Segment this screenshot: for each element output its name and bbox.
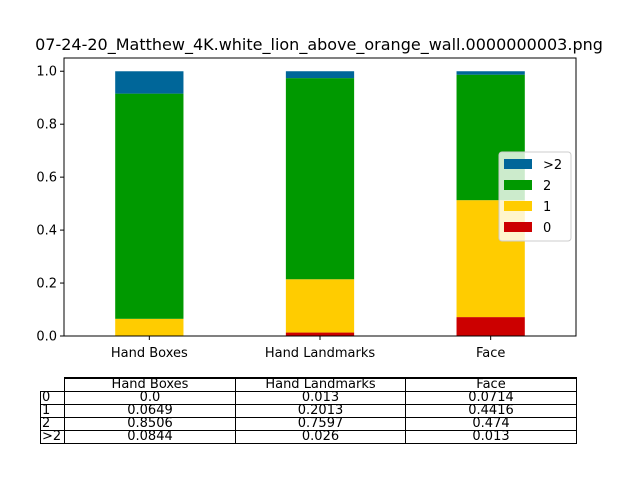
table-cell: 0.013	[235, 391, 406, 405]
bar-segment	[115, 71, 184, 94]
legend-label: 1	[543, 200, 551, 215]
legend-label: 2	[543, 179, 551, 194]
table-row-label: 2	[40, 417, 65, 431]
x-tick-label: Face	[476, 346, 505, 361]
x-tick-label: Hand Landmarks	[265, 346, 376, 361]
stacked-bar-chart: 07-24-20_Matthew_4K.white_lion_above_ora…	[35, 35, 603, 361]
table-cell: 0.013	[405, 430, 577, 444]
y-tick-label: 0.6	[36, 171, 57, 186]
legend: >2 2 1 0	[498, 151, 572, 242]
table-row-label: 1	[40, 404, 65, 418]
legend-swatch	[504, 201, 532, 211]
y-tick-label: 0.0	[36, 330, 57, 345]
table-col-header: Face	[405, 377, 577, 392]
bar-segment	[456, 317, 525, 336]
y-tick-label: 0.8	[36, 118, 57, 133]
table-corner	[41, 378, 65, 392]
data-table: Hand Boxes Hand Landmarks Face 0 0.0 0.0…	[40, 377, 577, 444]
table-row-label: 0	[40, 391, 65, 405]
table-cell: 0.0649	[64, 404, 236, 418]
legend-swatch	[504, 159, 532, 169]
bar-segment	[285, 71, 355, 79]
y-tick-label: 0.2	[36, 277, 57, 292]
table-row: 1 0.0649 0.2013 0.4416	[40, 404, 577, 418]
table-cell: 0.474	[405, 417, 577, 431]
legend-label: >2	[543, 158, 562, 173]
table-col-header: Hand Landmarks	[235, 377, 406, 392]
legend-label: 0	[543, 221, 551, 236]
table-row: 2 0.8506 0.7597 0.474	[40, 417, 577, 431]
legend-swatch	[504, 222, 532, 232]
table-header-row: Hand Boxes Hand Landmarks Face	[41, 377, 577, 392]
bars-layer	[115, 71, 525, 336]
y-axis: 0.0 0.2 0.4 0.6 0.8 1.0	[36, 65, 64, 345]
bar-segment	[285, 332, 355, 336]
x-tick-label: Hand Boxes	[111, 346, 188, 361]
table-cell: 0.7597	[235, 417, 406, 431]
table-cell: 0.8506	[64, 417, 236, 431]
table-cell: 0.0844	[64, 430, 236, 444]
table-cell: 0.026	[235, 430, 406, 444]
bar-segment	[456, 71, 525, 75]
table-row: >2 0.0844 0.026 0.013	[40, 430, 577, 444]
chart-title: 07-24-20_Matthew_4K.white_lion_above_ora…	[35, 35, 603, 55]
table-cell: 0.0714	[405, 391, 577, 405]
y-tick-label: 1.0	[36, 65, 57, 80]
x-axis: Hand Boxes Hand Landmarks Face	[111, 336, 505, 361]
table-cell: 0.4416	[405, 404, 577, 418]
y-tick-label: 0.4	[36, 224, 57, 239]
table-row: 0 0.0 0.013 0.0714	[40, 391, 577, 405]
table-col-header: Hand Boxes	[64, 377, 236, 392]
table-row-label: >2	[40, 430, 65, 444]
bar-segment	[285, 279, 355, 333]
bar-segment	[285, 78, 355, 280]
table-cell: 0.0	[64, 391, 236, 405]
bar-segment	[115, 93, 184, 319]
bar-segment	[115, 318, 184, 336]
table-cell: 0.2013	[235, 404, 406, 418]
legend-swatch	[504, 180, 532, 190]
legend-box	[498, 151, 572, 242]
